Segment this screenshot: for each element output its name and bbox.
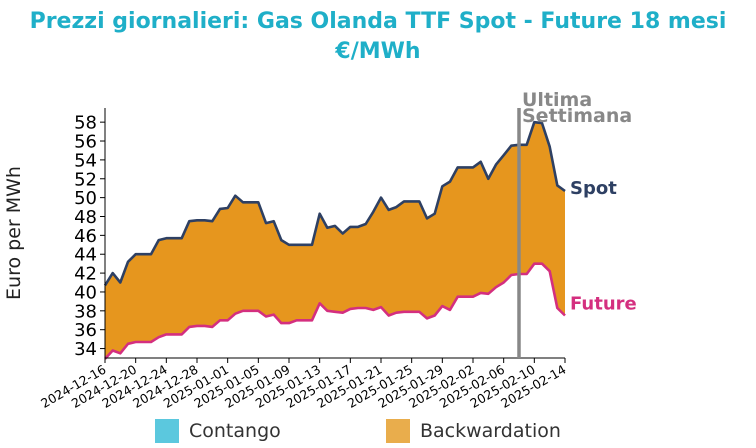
series-lines xyxy=(103,120,566,360)
y-tick-label: 42 xyxy=(74,264,97,285)
y-tick-label: 36 xyxy=(74,320,97,341)
series-line-future xyxy=(104,262,566,360)
end-label-spot: Spot xyxy=(570,178,617,199)
legend-label-backwardation: Backwardation xyxy=(420,420,561,442)
legend-label-contango: Contango xyxy=(189,420,281,442)
marker-label: Ultima xyxy=(522,89,592,111)
y-tick-label: 54 xyxy=(74,150,97,171)
y-tick-label: 56 xyxy=(74,132,97,153)
series-line-spot xyxy=(103,120,566,287)
legend-item-contango: Contango xyxy=(155,418,281,444)
y-tick-label: 50 xyxy=(74,188,97,209)
y-tick-label: 46 xyxy=(74,226,97,247)
y-tick-label: 52 xyxy=(74,169,97,190)
y-tick-label: 40 xyxy=(74,282,97,303)
backwardation-fill xyxy=(105,122,565,359)
y-tick-label: 48 xyxy=(74,207,97,228)
y-tick-label: 38 xyxy=(74,301,97,322)
series-end-labels: Spot Future xyxy=(570,178,637,315)
legend-item-backwardation: Backwardation xyxy=(386,418,561,444)
legend-swatch-backwardation xyxy=(386,419,410,443)
end-label-future: Future xyxy=(570,294,637,315)
y-tick-label: 44 xyxy=(74,245,97,266)
y-axis-label: Euro per MWh xyxy=(3,166,25,300)
spread-area xyxy=(105,122,565,359)
y-tick-label: 34 xyxy=(74,339,97,360)
y-tick-label: 58 xyxy=(74,113,97,134)
legend-swatch-contango xyxy=(155,419,179,443)
marker-label: Settimana xyxy=(522,105,632,127)
chart-title-line-2: €/MWh xyxy=(335,39,421,64)
chart-title-line-1: Prezzi giornalieri: Gas Olanda TTF Spot … xyxy=(29,9,727,34)
